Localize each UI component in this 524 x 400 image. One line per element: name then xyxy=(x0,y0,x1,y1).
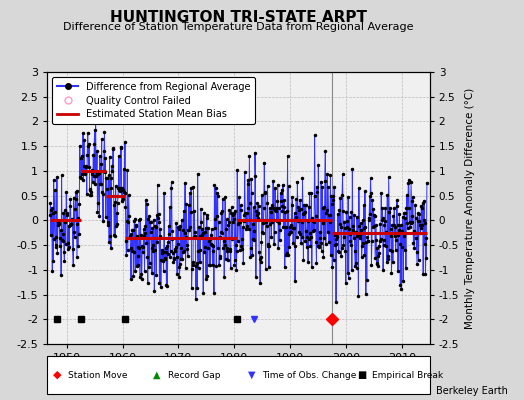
Text: HUNTINGTON TRI-STATE ARPT: HUNTINGTON TRI-STATE ARPT xyxy=(110,10,367,25)
Legend: Difference from Regional Average, Quality Control Failed, Estimated Station Mean: Difference from Regional Average, Qualit… xyxy=(52,77,255,124)
Text: Empirical Break: Empirical Break xyxy=(372,370,443,380)
Text: Time of Obs. Change: Time of Obs. Change xyxy=(262,370,356,380)
Y-axis label: Monthly Temperature Anomaly Difference (°C): Monthly Temperature Anomaly Difference (… xyxy=(465,87,475,329)
Text: Record Gap: Record Gap xyxy=(168,370,220,380)
Text: ■: ■ xyxy=(357,370,366,380)
Text: Difference of Station Temperature Data from Regional Average: Difference of Station Temperature Data f… xyxy=(63,22,413,32)
Text: Berkeley Earth: Berkeley Earth xyxy=(436,386,508,396)
Text: ◆: ◆ xyxy=(53,370,62,380)
Text: Station Move: Station Move xyxy=(68,370,128,380)
Text: ▼: ▼ xyxy=(248,370,255,380)
Text: ▲: ▲ xyxy=(154,370,161,380)
